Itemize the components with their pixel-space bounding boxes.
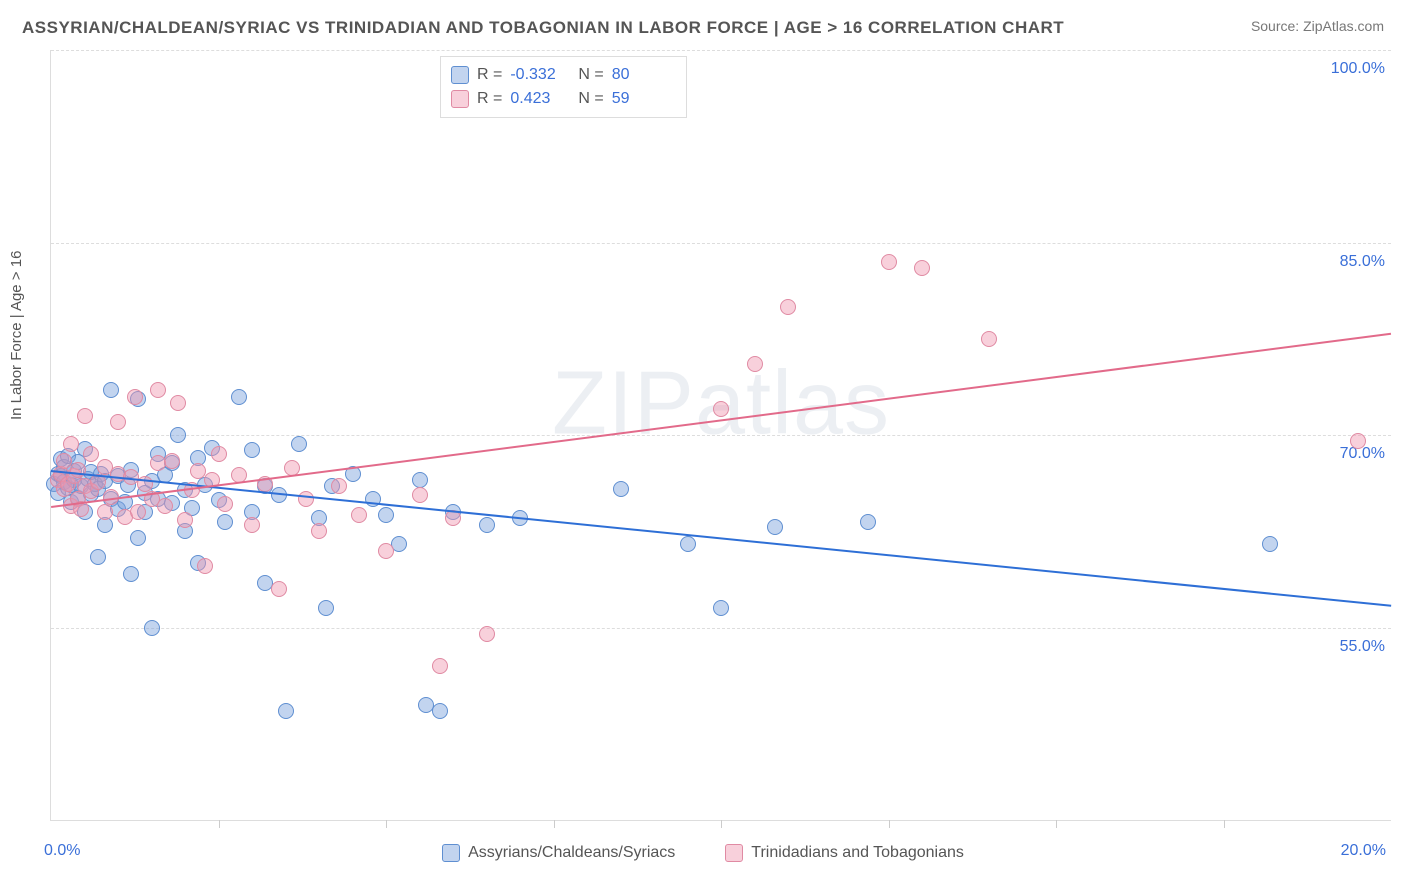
data-point: [130, 530, 146, 546]
gridline: [51, 435, 1391, 436]
data-point: [278, 703, 294, 719]
y-tick-label: 55.0%: [1340, 638, 1385, 656]
data-point: [244, 517, 260, 533]
data-point: [127, 389, 143, 405]
data-point: [432, 703, 448, 719]
series-swatch-icon: [451, 66, 469, 84]
data-point: [77, 408, 93, 424]
data-point: [613, 481, 629, 497]
stat-label-r: R =: [477, 63, 502, 87]
data-point: [780, 299, 796, 315]
data-point: [860, 514, 876, 530]
data-point: [177, 512, 193, 528]
data-point: [479, 517, 495, 533]
data-point: [231, 389, 247, 405]
data-point: [244, 442, 260, 458]
data-point: [981, 331, 997, 347]
data-point: [217, 496, 233, 512]
data-point: [123, 566, 139, 582]
data-point: [63, 436, 79, 452]
x-tick: [554, 820, 555, 828]
legend-item: Assyrians/Chaldeans/Syriacs: [442, 844, 675, 862]
data-point: [97, 504, 113, 520]
data-point: [217, 514, 233, 530]
stat-label-r: R =: [477, 87, 502, 111]
data-point: [412, 487, 428, 503]
chart-title: ASSYRIAN/CHALDEAN/SYRIAC VS TRINIDADIAN …: [22, 18, 1064, 38]
stat-value-r: -0.332: [510, 63, 570, 87]
legend-item: Trinidadians and Tobagonians: [725, 844, 964, 862]
data-point: [170, 427, 186, 443]
x-tick: [219, 820, 220, 828]
data-point: [378, 507, 394, 523]
stat-value-n: 59: [612, 87, 672, 111]
data-point: [103, 382, 119, 398]
x-tick: [721, 820, 722, 828]
data-point: [130, 504, 146, 520]
data-point: [144, 620, 160, 636]
regression-line: [51, 470, 1391, 607]
data-point: [351, 507, 367, 523]
data-point: [164, 453, 180, 469]
series-swatch-icon: [451, 90, 469, 108]
data-point: [412, 472, 428, 488]
legend-swatch-icon: [442, 844, 460, 862]
data-point: [680, 536, 696, 552]
y-axis-title: In Labor Force | Age > 16: [8, 251, 25, 420]
data-point: [211, 446, 227, 462]
scatter-plot-area: ZIPatlas 55.0%70.0%85.0%100.0%: [50, 50, 1391, 821]
x-tick: [1056, 820, 1057, 828]
stat-value-r: 0.423: [510, 87, 570, 111]
legend-label: Assyrians/Chaldeans/Syriacs: [468, 844, 675, 862]
data-point: [197, 558, 213, 574]
data-point: [767, 519, 783, 535]
stats-row: R = 0.423 N = 59: [451, 87, 672, 111]
source-attribution: Source: ZipAtlas.com: [1251, 18, 1384, 34]
data-point: [1350, 433, 1366, 449]
data-point: [713, 600, 729, 616]
x-tick: [386, 820, 387, 828]
stat-label-n: N =: [578, 87, 603, 111]
regression-line: [51, 332, 1391, 507]
data-point: [914, 260, 930, 276]
x-tick: [1224, 820, 1225, 828]
data-point: [318, 600, 334, 616]
stat-label-n: N =: [578, 63, 603, 87]
data-point: [83, 446, 99, 462]
data-point: [311, 523, 327, 539]
stats-row: R = -0.332 N = 80: [451, 63, 672, 87]
data-point: [271, 581, 287, 597]
gridline: [51, 243, 1391, 244]
series-legend: Assyrians/Chaldeans/Syriacs Trinidadians …: [0, 844, 1406, 862]
data-point: [713, 401, 729, 417]
gridline: [51, 50, 1391, 51]
data-point: [479, 626, 495, 642]
x-tick: [889, 820, 890, 828]
data-point: [432, 658, 448, 674]
data-point: [747, 356, 763, 372]
stat-value-n: 80: [612, 63, 672, 87]
legend-label: Trinidadians and Tobagonians: [751, 844, 964, 862]
y-tick-label: 100.0%: [1331, 60, 1385, 78]
data-point: [298, 491, 314, 507]
data-point: [378, 543, 394, 559]
data-point: [170, 395, 186, 411]
legend-swatch-icon: [725, 844, 743, 862]
data-point: [1262, 536, 1278, 552]
gridline: [51, 628, 1391, 629]
data-point: [90, 549, 106, 565]
data-point: [110, 414, 126, 430]
data-point: [150, 382, 166, 398]
data-point: [157, 498, 173, 514]
correlation-stats-box: R = -0.332 N = 80 R = 0.423 N = 59: [440, 56, 687, 118]
data-point: [881, 254, 897, 270]
y-tick-label: 85.0%: [1340, 253, 1385, 271]
data-point: [331, 478, 347, 494]
data-point: [291, 436, 307, 452]
